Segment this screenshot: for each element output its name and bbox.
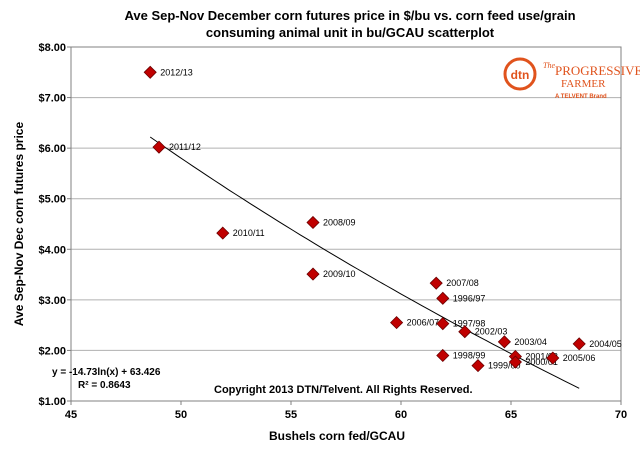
data-point-marker	[436, 348, 450, 363]
data-point-marker	[306, 215, 320, 230]
data-point-label: 2007/08	[446, 278, 479, 288]
data-point-label: 1996/97	[453, 293, 486, 303]
chart-title-line2: consuming animal unit in bu/GCAU scatter…	[206, 25, 495, 40]
data-point-marker	[390, 316, 404, 330]
data-point-marker	[143, 65, 157, 79]
y-tick-label: $2.00	[38, 345, 66, 357]
y-tick-label: $5.00	[38, 194, 66, 206]
data-point-marker	[508, 355, 522, 369]
data-point-label: 2000/01	[525, 357, 558, 367]
copyright-notice: Copyright 2013 DTN/Telvent. All Rights R…	[214, 384, 473, 396]
y-tick-label: $7.00	[38, 93, 66, 105]
y-tick-labels: $1.00 $2.00 $3.00 $4.00 $5.00 $6.00 $7.00 $8.00	[38, 42, 66, 408]
data-point-marker	[497, 335, 511, 349]
data-point-label: 2009/10	[323, 269, 356, 279]
logo-brand-line3: FARMER	[561, 78, 606, 90]
data-point-label: 2008/09	[323, 217, 356, 227]
dtn-ring-icon	[503, 57, 537, 91]
trend-equation: y = -14.73ln(x) + 63.426	[52, 367, 161, 378]
data-point-label: 1997/98	[453, 319, 486, 329]
y-tick-label: $3.00	[38, 295, 66, 307]
y-tick-label: $1.00	[38, 396, 66, 408]
x-tick-label: 65	[505, 409, 517, 421]
logo-icon-text: dtn	[511, 68, 530, 82]
data-point-label: 2004/05	[589, 339, 622, 349]
data-point-marker	[152, 140, 166, 154]
y-tick-label: $6.00	[38, 143, 66, 155]
data-point-label: 1999/00	[488, 361, 521, 371]
r-squared: R² = 0.8643	[78, 380, 131, 391]
x-tick-label: 50	[175, 409, 187, 421]
y-tick-label: $4.00	[38, 244, 66, 256]
data-point-label: 2002/03	[475, 327, 508, 337]
data-point-marker	[306, 267, 320, 281]
dtn-progressive-farmer-logo: dtn The PROGRESSIVE FARMER A TELVENT Bra…	[503, 57, 640, 100]
data-points: 2012/13 2011/12 2010/11 2008/09 2009/10 2006/…	[143, 65, 622, 373]
y-tick-label: $8.00	[38, 42, 66, 54]
data-point-marker	[572, 337, 586, 351]
y-axis-title: Ave Sep-Nov Dec corn futures price	[12, 122, 26, 327]
data-point-marker	[216, 226, 230, 240]
data-point-label: 2006/07	[407, 318, 440, 328]
x-tick-label: 45	[65, 409, 77, 421]
data-point-marker	[436, 291, 450, 305]
data-point-label: 2011/12	[169, 142, 201, 152]
data-point-label: 2012/13	[160, 67, 193, 77]
logo-brand-line1: The	[543, 61, 555, 70]
plot-area-frame	[70, 46, 622, 402]
data-point-marker	[471, 359, 485, 373]
data-point-label: 2005/06	[563, 353, 596, 363]
x-tick-labels: 45 50 55 60 65 70	[65, 409, 627, 421]
logo-brand-line2: PROGRESSIVE	[555, 63, 640, 78]
x-tick-label: 55	[285, 409, 297, 421]
x-axis-title: Bushels corn fed/GCAU	[269, 429, 405, 443]
x-tick-label: 60	[395, 409, 407, 421]
data-point-label: 2003/04	[514, 337, 547, 347]
data-point-marker	[429, 276, 443, 290]
logo-brand-sub: A TELVENT Brand	[555, 94, 607, 100]
data-point-label: 1998/99	[453, 350, 486, 360]
chart-title-line1: Ave Sep-Nov December corn futures price …	[124, 8, 575, 23]
data-point-marker	[546, 351, 560, 365]
x-tick-label: 70	[615, 409, 627, 421]
data-point-marker	[458, 325, 472, 339]
data-point-marker	[436, 317, 450, 331]
data-point-label: 2001/02	[525, 351, 558, 361]
trendline	[149, 136, 580, 389]
data-point-label: 2010/11	[233, 228, 265, 238]
